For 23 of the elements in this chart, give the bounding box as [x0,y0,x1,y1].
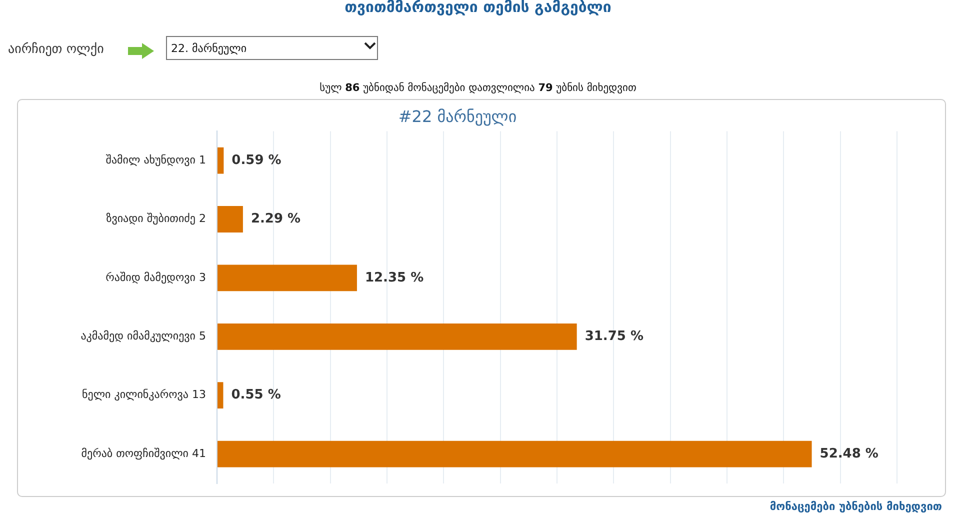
data-label: 31.75 % [584,329,644,344]
text: სულ 86 უბნიდან მონაცემები დათვლილია 79 უბნის მიხედვით [320,82,636,94]
bar [218,382,224,409]
data-label: 52.48 % [820,446,878,462]
data-label: 0.59 % [232,152,282,168]
text: 22. მარნეული [166,36,378,60]
bar [218,440,812,468]
y-tick-label: ზვიადი შუბითიძე 2 [106,212,206,226]
data-label: 2.29 % [250,212,301,227]
chart-title: #22 მარნეული [398,106,517,126]
bar [218,323,577,350]
bar [218,264,357,292]
data-label: 12.35 % [364,270,424,286]
y-tick-label: აკმამედ იმამკულიევი 5 [80,330,206,343]
y-tick-label: ნელი კილინკაროვა 13 [82,388,206,402]
data-label: 0.55 % [231,388,281,403]
text: აირჩიეთ ოლქი [8,42,104,57]
y-tick-label: შამილ ახუნდოვი 1 [106,153,206,166]
bar [218,206,243,232]
bar [218,147,224,174]
text: მონაცემები უბნების მიხედვით [770,500,942,513]
y-tick-label: რაშიდ მამედოვი 3 [106,270,206,284]
y-tick-label: მერაბ თოფჩიშვილი 41 [81,446,206,460]
